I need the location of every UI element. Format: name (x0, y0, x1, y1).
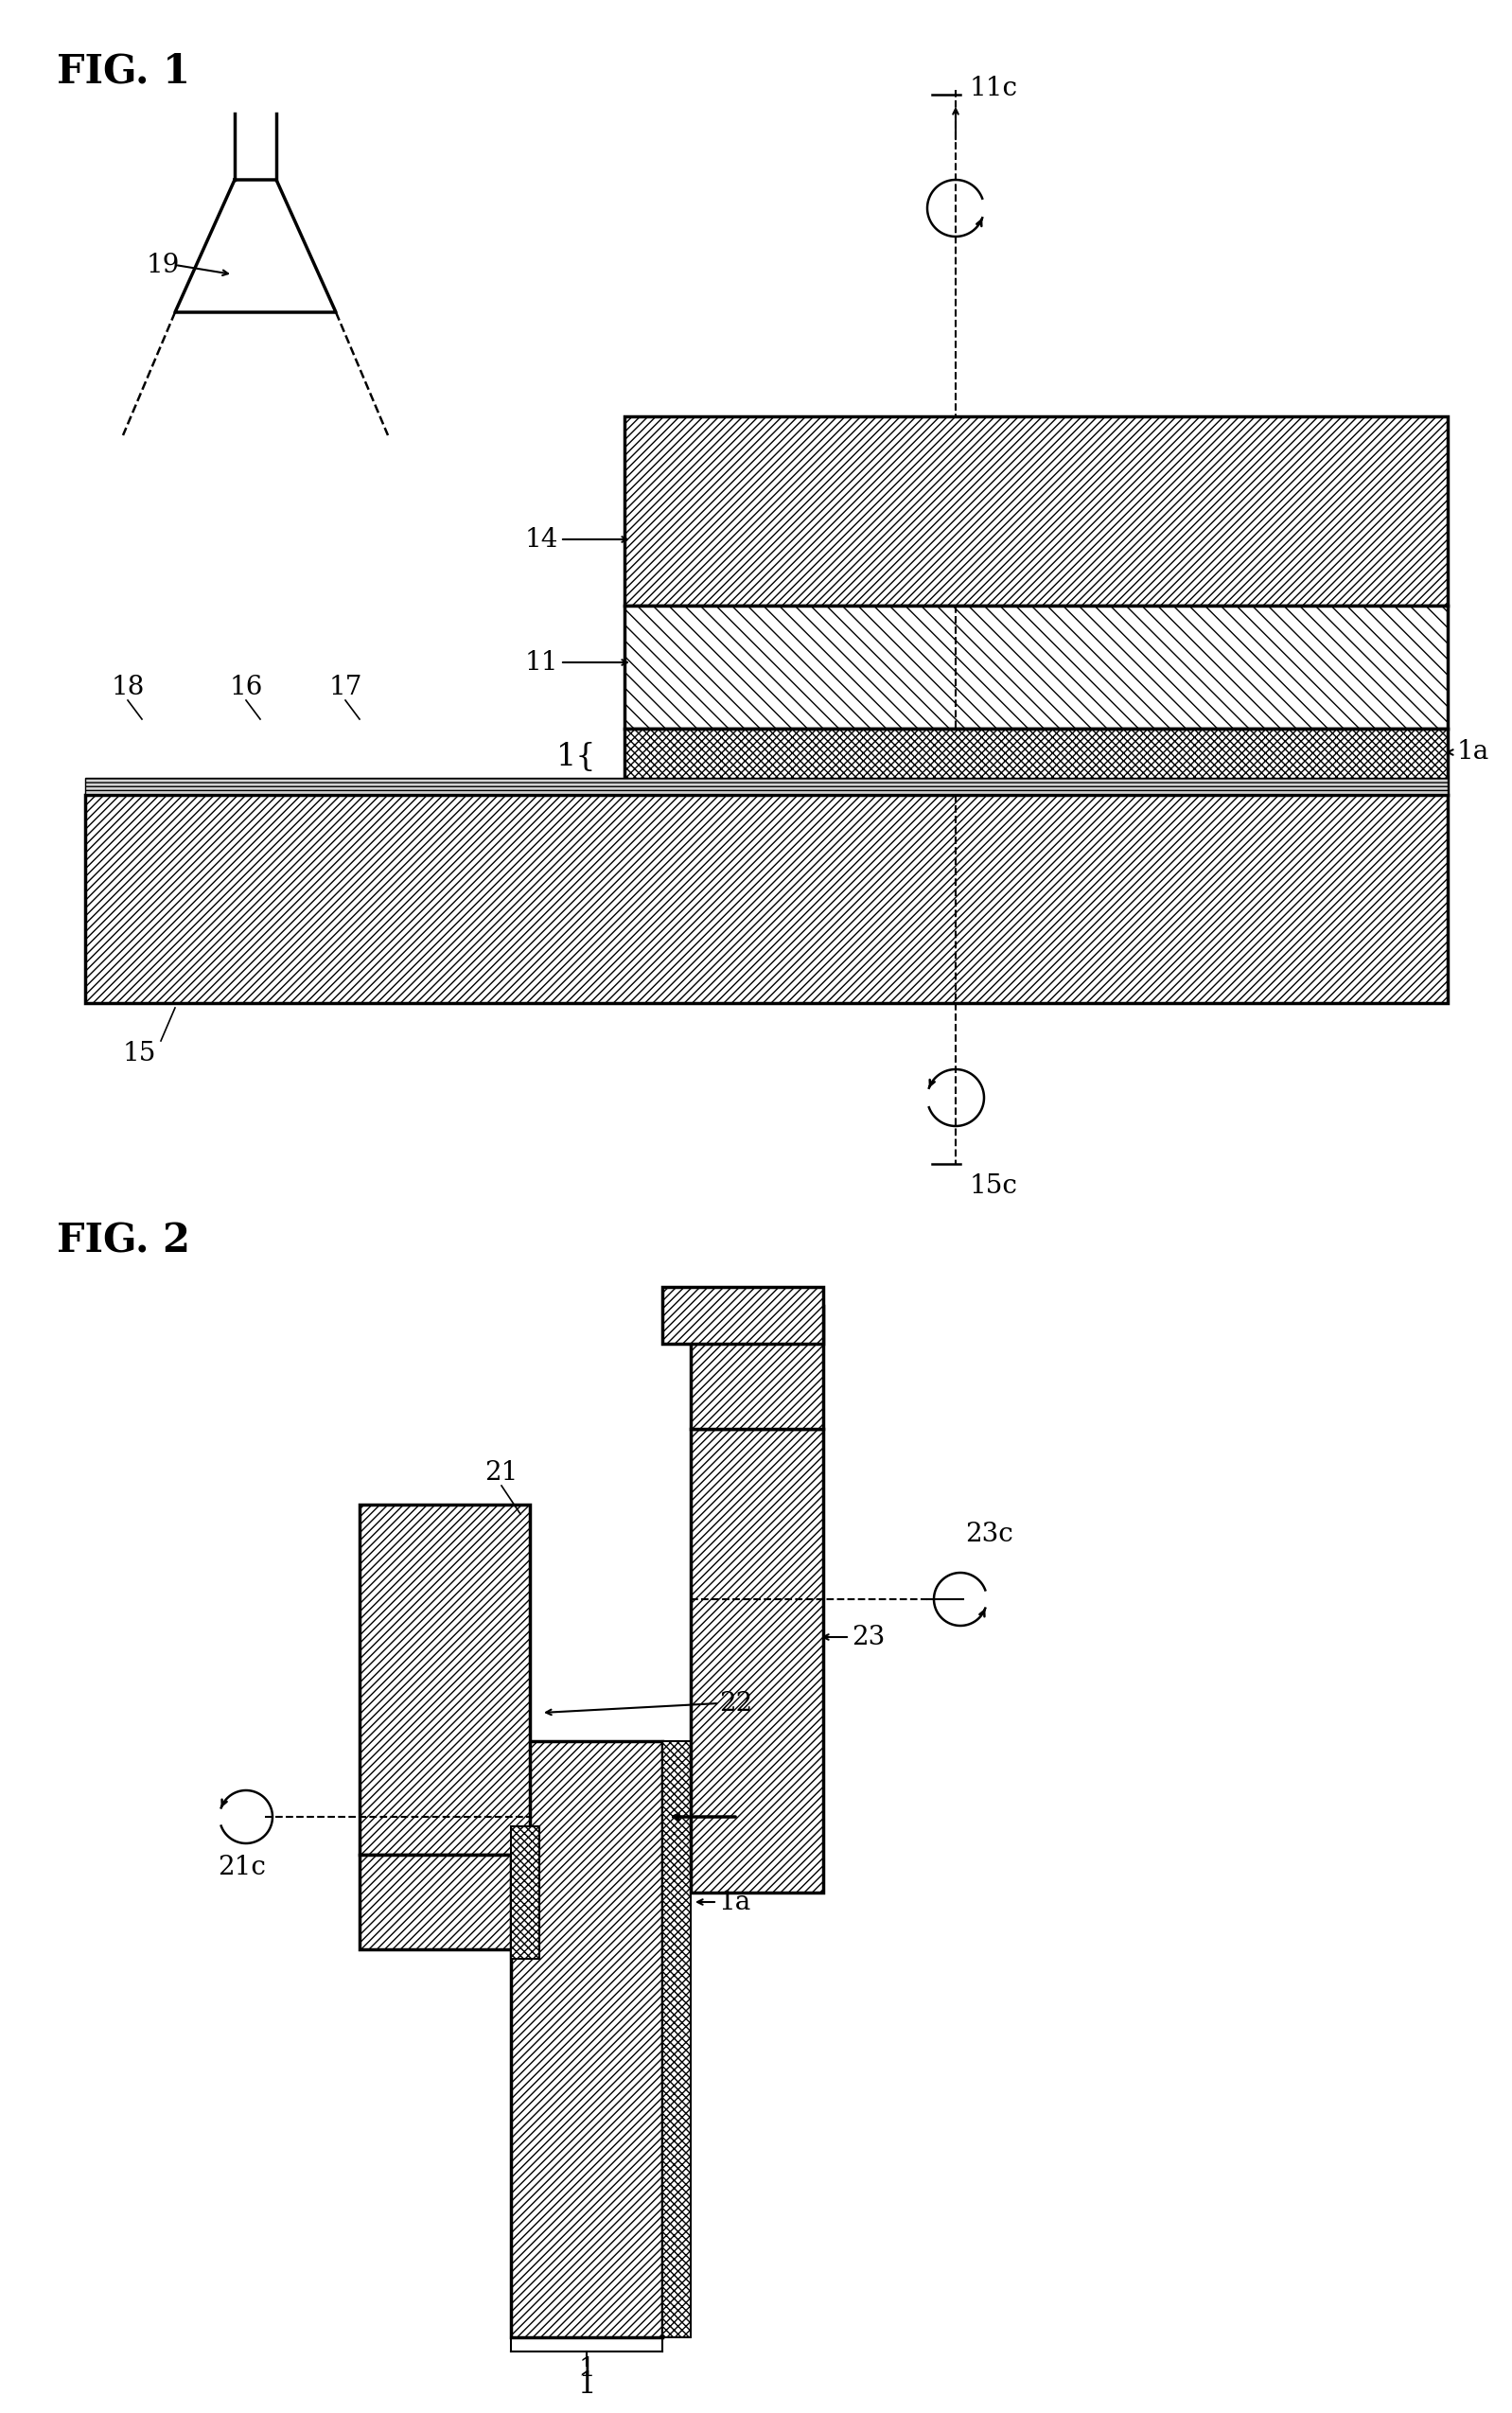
Text: 11: 11 (525, 649, 558, 676)
Text: 22: 22 (720, 1692, 753, 1716)
Bar (691, 1428, 823, 1892)
Text: 21: 21 (485, 1460, 519, 1486)
Bar (511, 1742, 662, 2338)
Bar (662, 1286, 823, 1344)
Text: 23c: 23c (965, 1523, 1013, 1547)
Text: FIG. 1: FIG. 1 (57, 53, 191, 92)
Text: FIG. 2: FIG. 2 (57, 1221, 191, 1260)
Text: 1a: 1a (720, 1889, 751, 1916)
Bar (85, 794, 1447, 1004)
Text: 1{: 1{ (556, 741, 596, 772)
Text: 1a: 1a (1458, 738, 1489, 765)
Bar (360, 1506, 529, 1856)
Text: 11c: 11c (969, 75, 1018, 101)
Text: 1: 1 (578, 2370, 596, 2401)
Bar (624, 606, 1447, 729)
Bar (624, 417, 1447, 606)
Text: 23: 23 (851, 1624, 885, 1650)
Bar (624, 729, 1447, 794)
Bar (691, 1305, 823, 1428)
Text: 15c: 15c (969, 1173, 1018, 1199)
Text: 1: 1 (578, 2355, 596, 2382)
Bar (662, 1742, 691, 2338)
Text: 18: 18 (110, 676, 145, 700)
Bar (360, 1856, 511, 1950)
Text: 16: 16 (230, 676, 263, 700)
Text: 21c: 21c (218, 1856, 266, 1880)
Text: 17: 17 (328, 676, 363, 700)
Bar (511, 1827, 540, 1959)
Bar (85, 777, 1447, 794)
Text: 15: 15 (122, 1040, 156, 1067)
Text: 19: 19 (147, 253, 180, 277)
Text: 14: 14 (525, 526, 558, 553)
